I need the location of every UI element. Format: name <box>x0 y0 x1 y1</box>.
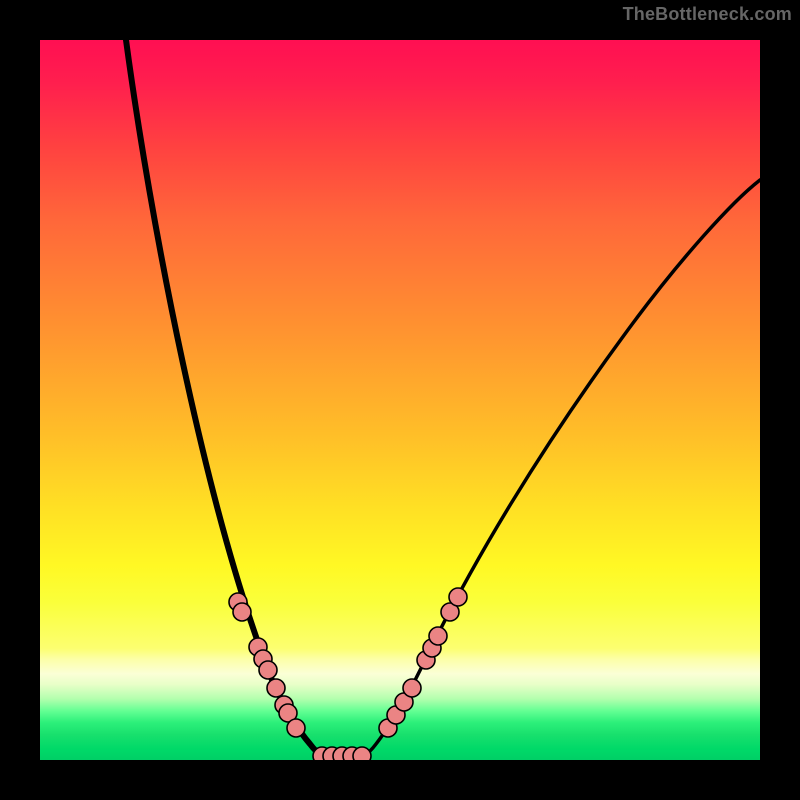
data-dot <box>267 679 285 697</box>
data-dot <box>429 627 447 645</box>
data-dot <box>259 661 277 679</box>
data-dot <box>403 679 421 697</box>
data-dot <box>353 747 371 760</box>
watermark-text: TheBottleneck.com <box>623 4 792 25</box>
data-dot <box>449 588 467 606</box>
data-dot <box>233 603 251 621</box>
data-dot <box>287 719 305 737</box>
chart-plot <box>40 40 760 760</box>
chart-frame: TheBottleneck.com <box>0 0 800 800</box>
gradient-background <box>40 40 760 760</box>
